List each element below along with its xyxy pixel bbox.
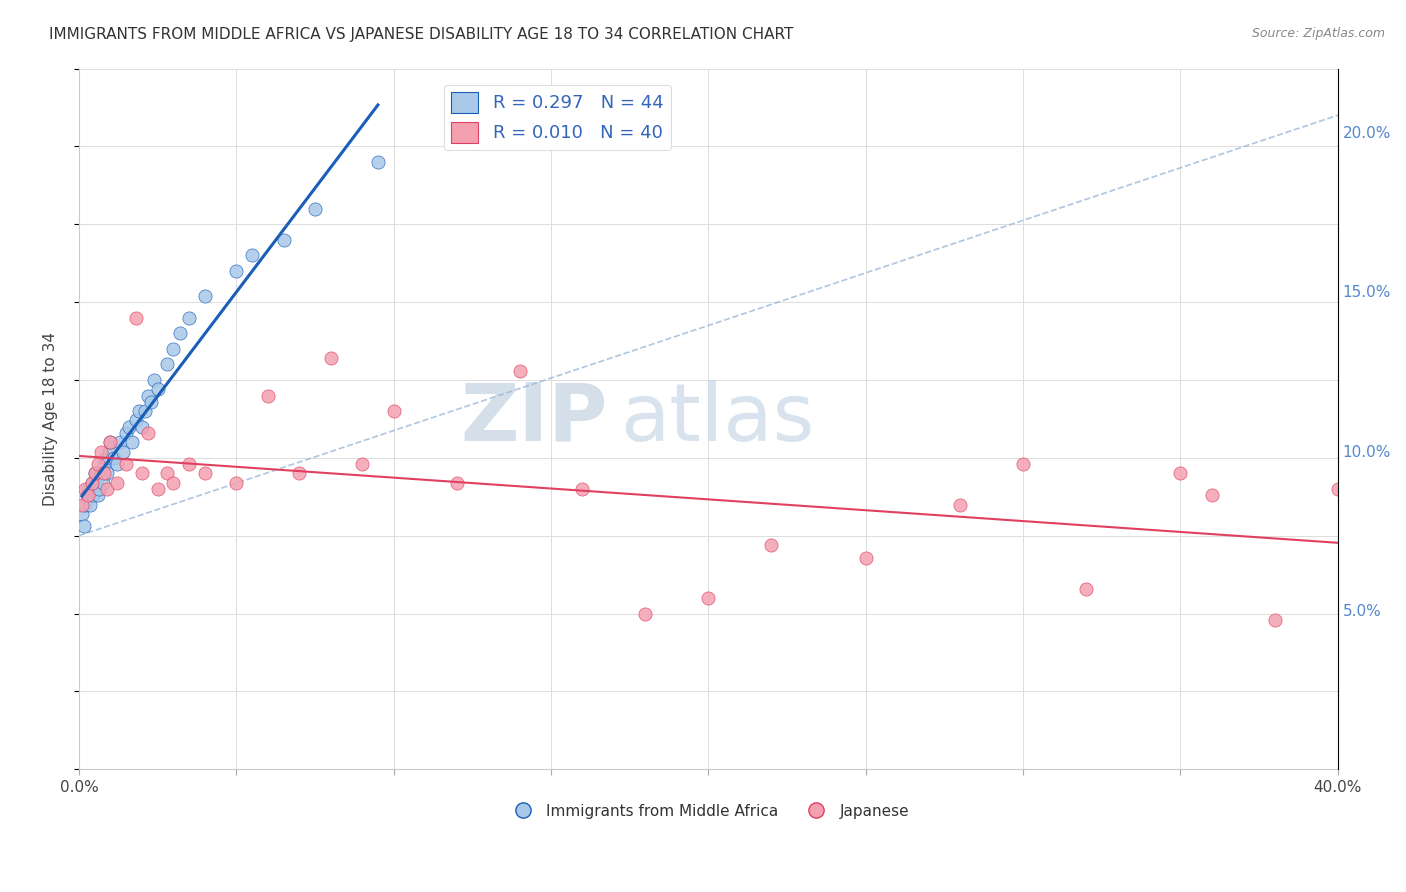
Text: ZIP: ZIP	[460, 380, 607, 458]
Point	[70, 498, 93, 512]
Point	[77, 482, 100, 496]
Point	[87, 488, 110, 502]
Point	[115, 457, 138, 471]
Point	[1074, 582, 1097, 596]
Point	[1264, 613, 1286, 627]
Point	[70, 507, 93, 521]
Point	[367, 155, 389, 169]
Point	[571, 482, 593, 496]
Point	[162, 475, 184, 490]
Point	[105, 457, 128, 471]
Legend: Immigrants from Middle Africa, Japanese: Immigrants from Middle Africa, Japanese	[502, 797, 915, 825]
Point	[319, 351, 342, 366]
Point	[87, 457, 110, 471]
Text: Source: ZipAtlas.com: Source: ZipAtlas.com	[1251, 27, 1385, 40]
Point	[94, 450, 117, 465]
Point	[97, 444, 120, 458]
Point	[128, 404, 150, 418]
Point	[90, 467, 112, 481]
Point	[108, 435, 131, 450]
Point	[131, 419, 153, 434]
Point	[75, 498, 97, 512]
Point	[75, 482, 97, 496]
Point	[509, 364, 531, 378]
Point	[146, 482, 169, 496]
Point	[1012, 457, 1035, 471]
Point	[136, 388, 159, 402]
Text: IMMIGRANTS FROM MIDDLE AFRICA VS JAPANESE DISABILITY AGE 18 TO 34 CORRELATION CH: IMMIGRANTS FROM MIDDLE AFRICA VS JAPANES…	[49, 27, 793, 42]
Point	[96, 482, 118, 496]
Point	[949, 498, 972, 512]
Point	[93, 467, 115, 481]
Point	[382, 404, 405, 418]
Point	[240, 248, 263, 262]
Point	[73, 519, 96, 533]
Point	[761, 538, 783, 552]
Point	[118, 419, 141, 434]
Point	[89, 482, 111, 496]
Point	[256, 388, 278, 402]
Point	[131, 467, 153, 481]
Point	[96, 467, 118, 481]
Point	[83, 467, 105, 481]
Point	[855, 550, 877, 565]
Point	[1170, 467, 1192, 481]
Point	[225, 264, 247, 278]
Point	[91, 475, 114, 490]
Point	[105, 475, 128, 490]
Point	[288, 467, 311, 481]
Point	[90, 444, 112, 458]
Point	[697, 591, 720, 605]
Point	[100, 435, 122, 450]
Point	[304, 202, 326, 216]
Point	[76, 488, 98, 502]
Point	[77, 488, 100, 502]
Point	[146, 382, 169, 396]
Point	[194, 467, 217, 481]
Point	[93, 457, 115, 471]
Point	[103, 450, 125, 465]
Point	[80, 475, 103, 490]
Point	[141, 394, 163, 409]
Y-axis label: Disability Age 18 to 34: Disability Age 18 to 34	[44, 332, 58, 506]
Point	[225, 475, 247, 490]
Point	[124, 413, 146, 427]
Point	[82, 488, 104, 502]
Point	[83, 467, 105, 481]
Point	[100, 435, 122, 450]
Point	[156, 467, 179, 481]
Point	[115, 425, 138, 440]
Point	[352, 457, 374, 471]
Point	[156, 358, 179, 372]
Point	[177, 310, 200, 325]
Point	[111, 444, 134, 458]
Point	[169, 326, 191, 341]
Point	[143, 373, 166, 387]
Point	[273, 233, 295, 247]
Point	[177, 457, 200, 471]
Point	[124, 310, 146, 325]
Point	[446, 475, 468, 490]
Point	[84, 475, 107, 490]
Point	[634, 607, 657, 621]
Point	[80, 475, 103, 490]
Point	[162, 342, 184, 356]
Point	[1201, 488, 1223, 502]
Point	[121, 435, 143, 450]
Point	[194, 289, 217, 303]
Text: atlas: atlas	[620, 380, 814, 458]
Point	[136, 425, 159, 440]
Point	[134, 404, 156, 418]
Point	[1326, 482, 1348, 496]
Point	[79, 498, 101, 512]
